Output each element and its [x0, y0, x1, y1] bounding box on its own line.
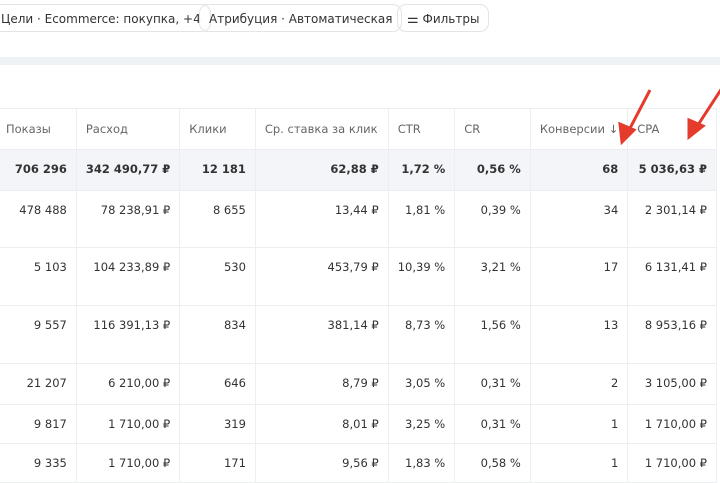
divider [0, 57, 720, 65]
column-header[interactable]: CR [454, 108, 531, 150]
table-cell: 171 [179, 443, 256, 483]
table-cell: 1 [530, 404, 629, 444]
table-cell: 17 [530, 247, 629, 306]
column-header[interactable]: Показы [0, 108, 77, 150]
table-row: 5 103 104 233,89 ₽530 453,79 ₽10,39 % 3,21 … [0, 247, 717, 306]
table-cell: 1,83 % [388, 443, 456, 483]
table-cell: 1 710,00 ₽ [627, 404, 717, 444]
table-cell: 381,14 ₽ [255, 305, 389, 364]
table-cell: 319 [179, 404, 256, 444]
stats-table: Показы Расход Клики Ср. ставка за клик CTR CR… [0, 108, 717, 483]
table-cell: 1,56 % [454, 305, 531, 364]
table-cell: 1,72 % [388, 149, 456, 191]
table-cell: 104 233,89 ₽ [76, 247, 181, 306]
attribution-filter-chip[interactable]: Атрибуция · Автоматическая [199, 4, 403, 32]
table-cell: 9 557 [0, 305, 77, 364]
table-cell: 116 391,13 ₽ [76, 305, 181, 364]
column-header[interactable]: Клики [179, 108, 256, 150]
filters-button-label: Фильтры [422, 12, 480, 26]
column-header[interactable]: Расход [76, 108, 181, 150]
table-cell: 0,39 % [454, 190, 531, 248]
summary-row: 706 296 342 490,77 ₽12 181 62,88 ₽1,72 % 0,… [0, 149, 717, 191]
table-cell: 3,21 % [454, 247, 531, 306]
table-cell: 34 [530, 190, 629, 248]
table-cell: 1,81 % [388, 190, 456, 248]
table-cell: 78 238,91 ₽ [76, 190, 181, 248]
table-row: 9 817 1 710,00 ₽319 8,01 ₽3,25 % 0,31 % 1 1 7… [0, 404, 717, 444]
table-cell: 21 207 [0, 363, 77, 405]
table-cell: 9,56 ₽ [255, 443, 389, 483]
table-cell: 5 036,63 ₽ [627, 149, 717, 191]
column-header[interactable]: CTR [388, 108, 456, 150]
table-cell: 1 [530, 443, 629, 483]
table-cell: 8 953,16 ₽ [627, 305, 717, 364]
table-cell: 13 [530, 305, 629, 364]
table-cell: 13,44 ₽ [255, 190, 389, 248]
table-cell: 834 [179, 305, 256, 364]
table-row: 478 488 78 238,91 ₽8 655 13,44 ₽1,81 % 0,39… [0, 190, 717, 248]
table-cell: 3,25 % [388, 404, 456, 444]
table-cell: 12 181 [179, 149, 256, 191]
table-cell: 62,88 ₽ [255, 149, 389, 191]
table-cell: 530 [179, 247, 256, 306]
table-cell: 8,01 ₽ [255, 404, 389, 444]
table-cell: 6 210,00 ₽ [76, 363, 181, 405]
table-cell: 2 [530, 363, 629, 405]
sliders-icon: ⚌ [407, 12, 419, 27]
table-cell: 8,79 ₽ [255, 363, 389, 405]
table-cell: 10,39 % [388, 247, 456, 306]
table-cell: 68 [530, 149, 629, 191]
table-cell: 646 [179, 363, 256, 405]
table-cell: 2 301,14 ₽ [627, 190, 717, 248]
table-row: 21 207 6 210,00 ₽646 8,79 ₽3,05 % 0,31 % 2 3 … [0, 363, 717, 405]
filters-button[interactable]: ⚌ Фильтры [397, 4, 490, 32]
table-cell: 706 296 [0, 149, 77, 191]
table-cell: 1 710,00 ₽ [627, 443, 717, 483]
table-cell: 3 105,00 ₽ [627, 363, 717, 405]
table-cell: 1 710,00 ₽ [76, 443, 181, 483]
table-cell: 1 710,00 ₽ [76, 404, 181, 444]
table-cell: 342 490,77 ₽ [76, 149, 181, 191]
table-cell: 9 817 [0, 404, 77, 444]
table-cell: 8,73 % [388, 305, 456, 364]
column-header[interactable]: Конверсии ↓ [530, 108, 629, 150]
table-row: 9 557 116 391,13 ₽834 381,14 ₽8,73 % 1,56 %… [0, 305, 717, 364]
table-cell: 9 335 [0, 443, 77, 483]
table-cell: 478 488 [0, 190, 77, 248]
goals-filter-chip[interactable]: Цели · Ecommerce: покупка, +4 [0, 4, 211, 32]
table-cell: 3,05 % [388, 363, 456, 405]
table-cell: 0,58 % [454, 443, 531, 483]
table-cell: 5 103 [0, 247, 77, 306]
table-cell: 453,79 ₽ [255, 247, 389, 306]
table-cell: 8 655 [179, 190, 256, 248]
column-header[interactable]: Ср. ставка за клик [255, 108, 389, 150]
table-cell: 0,31 % [454, 404, 531, 444]
table-cell: 0,56 % [454, 149, 531, 191]
column-header[interactable]: CPA [627, 108, 717, 150]
table-row: 9 335 1 710,00 ₽171 9,56 ₽1,83 % 0,58 % 1 1 7… [0, 443, 717, 483]
table-cell: 0,31 % [454, 363, 531, 405]
table-cell: 6 131,41 ₽ [627, 247, 717, 306]
